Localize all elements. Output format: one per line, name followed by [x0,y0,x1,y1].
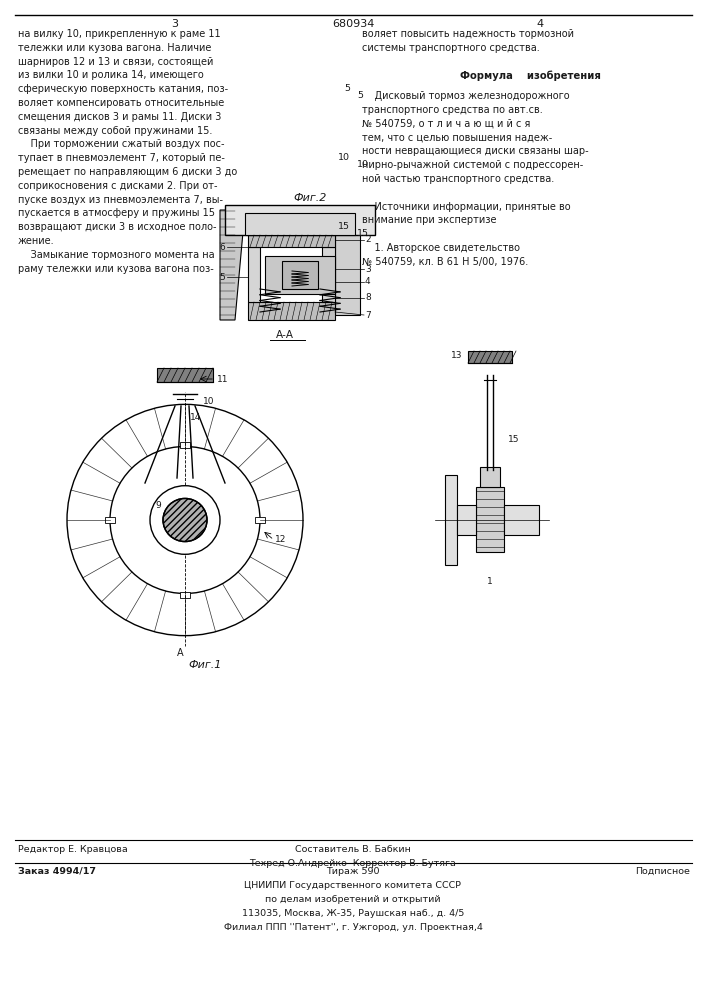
Bar [282,261,318,289]
Text: жение.: жение. [18,236,54,246]
Text: 3: 3 [172,19,178,29]
Text: 9: 9 [155,500,160,510]
Text: Подписное: Подписное [635,867,690,876]
Text: Техред О.Андрейко  Корректор В. Бутяга: Техред О.Андрейко Корректор В. Бутяга [250,859,457,868]
Ellipse shape [163,498,207,542]
Bar [445,475,457,565]
Text: на вилку 10, прикрепленную к раме 11: на вилку 10, прикрепленную к раме 11 [18,29,221,39]
Text: Тираж 590: Тираж 590 [326,867,380,876]
Bar [504,505,539,535]
Text: соприкосновения с дисками 2. При от-: соприкосновения с дисками 2. При от- [18,181,218,191]
Text: 10: 10 [338,153,350,162]
Text: 2: 2 [365,235,370,244]
Text: из вилки 10 и ролика 14, имеющего: из вилки 10 и ролика 14, имеющего [18,70,204,80]
Text: 11: 11 [217,374,228,383]
Bar [322,247,335,302]
Text: 10: 10 [203,396,214,406]
Text: 15: 15 [508,436,520,444]
Text: 1. Авторское свидетельство: 1. Авторское свидетельство [362,243,520,253]
Bar [457,505,476,535]
Text: пуске воздух из пневмоэлемента 7, вы-: пуске воздух из пневмоэлемента 7, вы- [18,195,223,205]
Bar [468,351,512,363]
Text: Дисковый тормоз железнодорожного: Дисковый тормоз железнодорожного [362,91,570,101]
Text: Редактор Е. Кравцова: Редактор Е. Кравцова [18,845,128,854]
Text: связаны между собой пружинами 15.: связаны между собой пружинами 15. [18,126,212,136]
Bar [180,592,190,598]
Text: смещения дисков 3 и рамы 11. Диски 3: смещения дисков 3 и рамы 11. Диски 3 [18,112,221,122]
Bar [480,467,500,487]
Text: № 540759, о т л и ч а ю щ и й с я: № 540759, о т л и ч а ю щ и й с я [362,119,530,129]
Text: Составитель В. Бабкин: Составитель В. Бабкин [295,845,411,854]
Text: 113035, Москва, Ж-35, Раушская наб., д. 4/5: 113035, Москва, Ж-35, Раушская наб., д. … [242,909,464,918]
Bar [248,247,260,302]
Bar [180,442,190,448]
Text: Фиг.1: Фиг.1 [188,660,222,670]
Text: по делам изобретений и открытий: по делам изобретений и открытий [265,895,440,904]
Text: системы транспортного средства.: системы транспортного средства. [362,43,539,53]
Bar [157,368,213,382]
Bar [265,256,335,294]
Bar [245,213,355,235]
Text: А-А: А-А [276,330,294,340]
Text: 12: 12 [275,536,286,544]
Bar [248,235,335,247]
Text: нирно-рычажной системой с подрессорен-: нирно-рычажной системой с подрессорен- [362,160,583,170]
Text: 5: 5 [344,84,350,93]
Text: шарниров 12 и 13 и связи, состоящей: шарниров 12 и 13 и связи, состоящей [18,57,214,67]
Text: 4: 4 [365,277,370,286]
Text: воляет компенсировать относительные: воляет компенсировать относительные [18,98,224,108]
Text: Заказ 4994/17: Заказ 4994/17 [18,867,96,876]
Text: раму тележки или кузова вагона поз-: раму тележки или кузова вагона поз- [18,264,214,274]
Text: Фиг.2: Фиг.2 [293,193,327,203]
Text: 6: 6 [219,242,225,251]
Text: Филиал ППП ''Патент'', г. Ужгород, ул. Проектная,4: Филиал ППП ''Патент'', г. Ужгород, ул. П… [223,923,482,932]
Text: А: А [177,648,183,658]
Bar [225,205,375,235]
Bar [105,517,115,523]
Text: Замыкание тормозного момента на: Замыкание тормозного момента на [18,250,215,260]
Text: транспортного средства по авт.св.: транспортного средства по авт.св. [362,105,543,115]
Text: сферическую поверхность катания, поз-: сферическую поверхность катания, поз- [18,84,228,94]
Text: 3: 3 [365,264,370,273]
Text: 14: 14 [190,414,201,422]
Text: Источники информации, принятые во: Источники информации, принятые во [362,202,571,212]
Text: тупает в пневмоэлемент 7, который пе-: тупает в пневмоэлемент 7, который пе- [18,153,225,163]
Text: тележки или кузова вагона. Наличие: тележки или кузова вагона. Наличие [18,43,211,53]
Text: 15: 15 [357,229,369,238]
Text: 5: 5 [219,272,225,282]
Text: ной частью транспортного средства.: ной частью транспортного средства. [362,174,554,184]
Text: 5: 5 [357,91,363,100]
Bar [255,517,265,523]
Text: ЦНИИПИ Государственного комитета СССР: ЦНИИПИ Государственного комитета СССР [245,881,462,890]
Text: возвращают диски 3 в исходное поло-: возвращают диски 3 в исходное поло- [18,222,216,232]
Text: ности невращающиеся диски связаны шар-: ности невращающиеся диски связаны шар- [362,146,589,156]
Text: воляет повысить надежность тормозной: воляет повысить надежность тормозной [362,29,574,39]
Text: 13: 13 [450,351,462,360]
Text: пускается в атмосферу и пружины 15: пускается в атмосферу и пружины 15 [18,208,215,218]
Bar [335,215,360,315]
Text: При торможении сжатый воздух пос-: При торможении сжатый воздух пос- [18,139,225,149]
Text: внимание при экспертизе: внимание при экспертизе [362,215,496,225]
Text: ремещает по направляющим 6 диски 3 до: ремещает по направляющим 6 диски 3 до [18,167,238,177]
Polygon shape [220,210,245,320]
Text: 7: 7 [365,310,370,320]
Text: 10: 10 [357,160,369,169]
Bar [476,487,504,552]
Text: Формула    изобретения: Формула изобретения [460,70,600,81]
Text: 15: 15 [338,222,350,231]
Text: тем, что с целью повышения надеж-: тем, что с целью повышения надеж- [362,132,552,142]
Bar [248,302,335,320]
Text: 8: 8 [365,294,370,302]
Text: 680934: 680934 [332,19,374,29]
Text: 1: 1 [487,577,493,586]
Text: № 540759, кл. В 61 Н 5/00, 1976.: № 540759, кл. В 61 Н 5/00, 1976. [362,257,528,267]
Text: 4: 4 [537,19,544,29]
